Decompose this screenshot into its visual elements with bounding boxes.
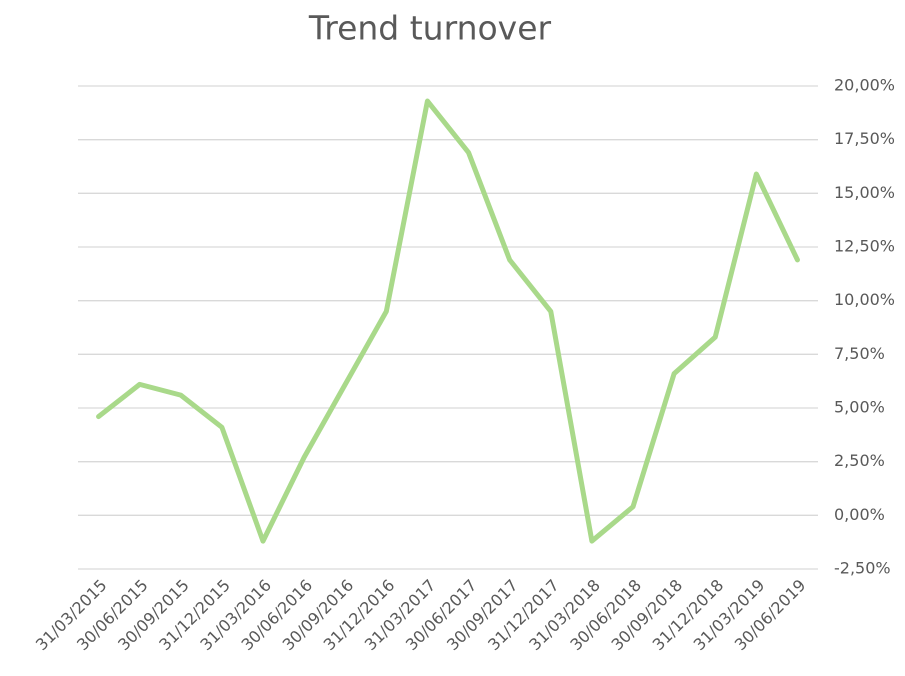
y-tick-label: 20,00% xyxy=(834,76,895,95)
line-series xyxy=(96,98,800,544)
y-tick-label: 5,00% xyxy=(834,398,885,417)
y-tick-label: 7,50% xyxy=(834,344,885,363)
y-tick-label: 17,50% xyxy=(834,129,895,148)
y-tick-label: 2,50% xyxy=(834,451,885,470)
chart-title: Trend turnover xyxy=(308,9,552,48)
y-tick-label: -2,50% xyxy=(834,559,891,578)
y-tick-label: 0,00% xyxy=(834,505,885,524)
y-tick-label: 15,00% xyxy=(834,183,895,202)
y-tick-label: 12,50% xyxy=(834,237,895,256)
y-tick-label: 10,00% xyxy=(834,290,895,309)
